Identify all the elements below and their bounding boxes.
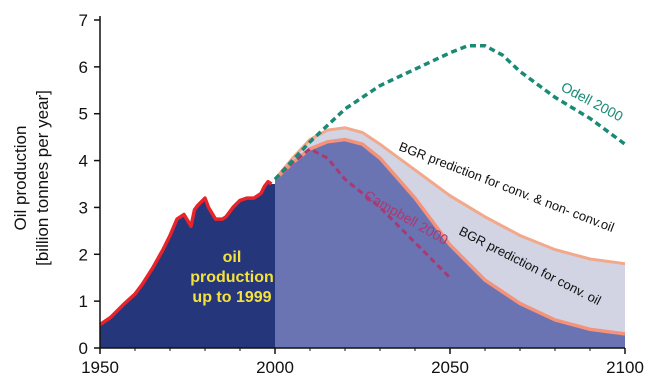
y-tick-label: 1 bbox=[79, 292, 88, 311]
historical-label-line3: up to 1999 bbox=[192, 289, 271, 306]
bgr-conv-nonconv-line bbox=[273, 126, 626, 266]
x-tick-label: 2100 bbox=[606, 358, 644, 377]
y-tick-label: 2 bbox=[79, 245, 88, 264]
bgr-conv-line bbox=[273, 137, 626, 336]
odell-2000-line bbox=[273, 44, 627, 181]
y-tick-label: 3 bbox=[79, 198, 88, 217]
y-tick-label: 4 bbox=[79, 152, 88, 171]
y-axis-label-line2: [billion tonnes per year] bbox=[33, 90, 52, 266]
historical-label-line1: oil bbox=[223, 249, 242, 266]
historical-label-line2: production bbox=[190, 269, 274, 286]
line-layer bbox=[99, 44, 627, 336]
y-tick-label: 7 bbox=[79, 11, 88, 30]
y-tick-label: 6 bbox=[79, 58, 88, 77]
y-tick-label: 0 bbox=[79, 339, 88, 358]
historical-production-line bbox=[99, 179, 273, 327]
y-axis-label-line1: Oil production bbox=[11, 126, 30, 231]
y-tick-label: 5 bbox=[79, 105, 88, 124]
axes-layer: 0 1 2 3 4 5 6 7 1950 2000 2050 2100 bbox=[79, 11, 644, 377]
historical-production-area bbox=[100, 181, 275, 348]
x-tick-label: 2050 bbox=[431, 358, 469, 377]
x-tick-label: 2000 bbox=[256, 358, 294, 377]
x-tick-label: 1950 bbox=[81, 358, 119, 377]
series-label-odell: Odell 2000 bbox=[559, 79, 626, 125]
